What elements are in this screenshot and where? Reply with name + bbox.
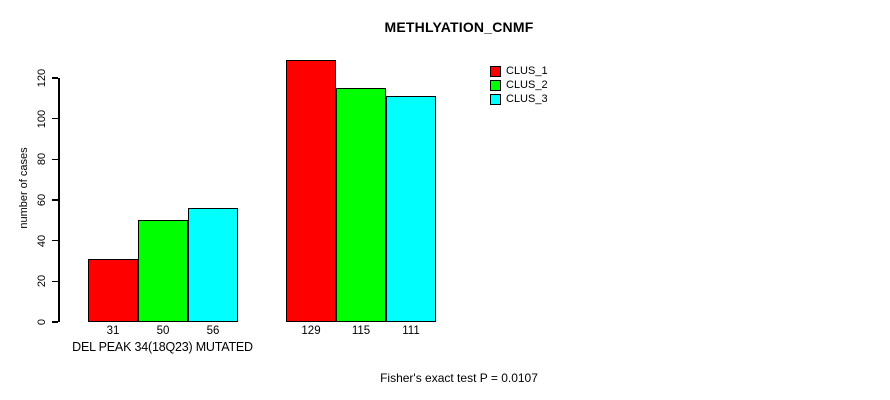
y-tick-label: 20 (36, 275, 48, 288)
bar-clus_1-group2 (286, 59, 336, 322)
legend: CLUS_1 CLUS_2 CLUS_3 (490, 64, 548, 106)
legend-label: CLUS_1 (506, 64, 548, 77)
y-tick-mark (52, 77, 58, 79)
legend-item: CLUS_2 (490, 78, 548, 92)
legend-label: CLUS_2 (506, 78, 548, 91)
bar-clus_2-group1 (138, 220, 188, 322)
legend-item: CLUS_1 (490, 64, 548, 78)
bar-clus_1-group1 (88, 258, 138, 322)
y-axis-line (58, 78, 60, 322)
y-tick-mark (52, 117, 58, 120)
y-tick-mark (52, 280, 58, 283)
chart-title: METHLYATION_CNMF (384, 19, 534, 35)
y-tick-mark (52, 158, 58, 161)
legend-swatch (490, 65, 501, 77)
bar-value-label: 56 (206, 325, 220, 337)
y-tick-mark (52, 321, 58, 323)
y-axis-label: number of cases (18, 147, 30, 229)
y-tick-mark (52, 199, 58, 201)
bar-clus_2-group2 (336, 88, 386, 322)
y-tick-label: 40 (36, 234, 48, 247)
y-tick-label: 120 (36, 68, 48, 88)
legend-swatch (490, 93, 501, 105)
y-tick-mark (52, 239, 58, 242)
legend-swatch (490, 79, 501, 91)
bar-clus_3-group2 (386, 96, 436, 322)
legend-label: CLUS_3 (506, 92, 548, 105)
y-tick-label: 80 (36, 153, 48, 166)
bar-clus_3-group1 (188, 208, 238, 322)
bar-value-label: 115 (351, 325, 371, 337)
y-tick-label: 100 (36, 109, 48, 128)
y-tick-label: 0 (36, 318, 48, 326)
bar-value-label: 111 (402, 325, 420, 337)
x-axis-group-label: DEL PEAK 34(18Q23) MUTATED (72, 340, 253, 354)
legend-item: CLUS_3 (490, 92, 548, 106)
y-tick-label: 60 (36, 193, 48, 207)
bar-value-label: 50 (156, 325, 170, 337)
bar-value-label: 31 (106, 325, 120, 337)
footnote-fishers-test: Fisher's exact test P = 0.0107 (380, 371, 538, 385)
bar-value-label: 129 (301, 325, 321, 337)
